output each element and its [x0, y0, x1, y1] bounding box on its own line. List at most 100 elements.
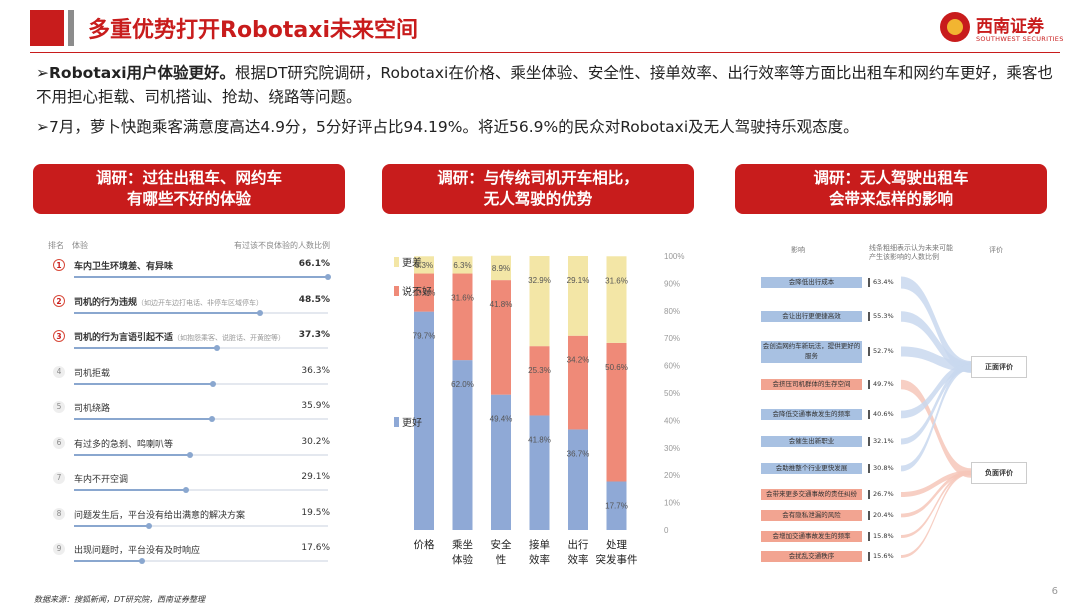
bar-segment	[414, 273, 434, 312]
experience-label-text: 出现问题时，平台没有及时响应	[74, 546, 201, 556]
bar-segment	[452, 360, 473, 530]
bar-segment	[568, 429, 588, 530]
bar-value-label: 6.3%	[453, 261, 471, 270]
impact-label: 会降低交通事故发生的频率	[761, 409, 862, 420]
sankey-flow	[901, 471, 971, 538]
brand-logo: 西南证券 SOUTHWEST SECURITIES	[940, 10, 1063, 48]
panel-header-bad-experience: 调研：过往出租车、网约车 有哪些不好的体验	[33, 164, 345, 214]
impact-label: 会带来更多交通事故的责任纠纷	[761, 489, 862, 500]
bar-segment	[529, 256, 550, 347]
experience-label-text: 司机绕路	[74, 404, 111, 414]
bullet-arrow-icon: ➢	[36, 118, 49, 136]
experience-bar-track	[74, 345, 328, 351]
x-tick-label: 体验	[452, 553, 473, 566]
sankey-header-pct-line: 线条粗细表示认为未来可能	[869, 244, 953, 252]
experience-pct: 66.1%	[298, 259, 330, 269]
experience-label-text: 问题发生后，平台没有给出满意的解决方案	[74, 510, 246, 521]
bar-value-label: 79.7%	[413, 332, 436, 341]
y-tick-label: 70%	[664, 334, 680, 343]
experience-label: 有过多的急刹、鸣喇叭等	[74, 437, 173, 450]
experience-label-text: 车内卫生环境差、有异味	[74, 262, 174, 272]
rank-badge: 5	[53, 401, 65, 413]
rank-badge: 3	[53, 330, 65, 342]
experience-bar-track	[74, 522, 328, 529]
experience-bar-fill	[74, 489, 186, 491]
experience-label-text: 司机拒载	[74, 368, 111, 379]
rank-badge: 6	[53, 436, 65, 449]
legend-swatch	[394, 417, 399, 427]
experience-bar-fill	[74, 524, 149, 527]
x-tick-label: 安全	[491, 538, 512, 551]
impact-marker	[868, 410, 870, 419]
page-number: 6	[1051, 586, 1058, 597]
experience-label: 司机拒载	[74, 366, 110, 379]
list-item: 3 司机的行为言语引起不适（如抱怨乘客、说脏话、开黄腔等） 37.3%	[40, 329, 336, 361]
y-tick-label: 100%	[664, 252, 684, 261]
y-tick-label: 80%	[664, 307, 680, 316]
list-item: 4 司机拒载 36.3%	[40, 365, 336, 397]
y-tick-label: 50%	[664, 389, 680, 398]
bullet-arrow-icon: ➢	[36, 64, 49, 82]
impact-label: 会有隐私泄漏的风险	[761, 510, 862, 521]
experience-pct: 35.9%	[301, 401, 330, 411]
experience-pct: 30.2%	[301, 436, 330, 447]
legend-swatch	[394, 257, 399, 267]
sankey-flow	[901, 363, 971, 419]
experience-label-text: 司机的行为言语引起不适	[74, 333, 174, 343]
impact-label: 会助推整个行业更快发展	[761, 463, 862, 474]
experience-bar-fill	[74, 311, 260, 314]
bar-value-label: 41.8%	[490, 300, 513, 309]
impact-label: 会扰乱交通秩序	[761, 551, 862, 562]
bar-value-label: 49.4%	[490, 415, 513, 424]
rank-badge: 1	[53, 259, 65, 271]
sankey-flow	[901, 276, 971, 373]
eval-positive-box: 正面评价	[971, 356, 1027, 378]
experience-bar-fill	[74, 347, 217, 349]
logo-emblem-icon	[940, 12, 970, 42]
experience-label: 车内卫生环境差、有异味	[74, 259, 173, 272]
title-accent-bar	[30, 10, 64, 46]
impact-marker	[868, 464, 870, 473]
logo-text-cn: 西南证券	[976, 17, 1044, 37]
bar-value-label: 32.9%	[528, 276, 551, 285]
sankey-header-pct: 线条粗细表示认为未来可能 产生该影响的人数比例	[869, 244, 953, 262]
experience-bar-fill	[74, 560, 142, 562]
bar-segment	[452, 256, 473, 274]
panel-header-line: 无人驾驶的优势	[483, 190, 593, 208]
bar-segment	[529, 415, 550, 530]
impact-pct: 30.8%	[873, 464, 894, 472]
experience-bar-track	[74, 309, 328, 316]
advantage-stacked-chart: 79.7% 13.9% 6.3% 价格 62.0% 31.6% 6.3% 乘坐 体验 49.4% 4…	[388, 236, 688, 574]
rank-badge: 8	[53, 507, 65, 520]
x-tick-label: 价格	[414, 538, 435, 551]
legend-label: 更差	[402, 256, 422, 269]
bar-segment	[606, 256, 627, 343]
panel-header-line: 有哪些不好的体验	[126, 190, 251, 208]
impact-marker	[868, 380, 870, 389]
impact-marker	[868, 532, 870, 541]
sankey-header-impact: 影响	[791, 246, 805, 254]
impact-label: 会创造网约车新玩法，提供更好的服务	[761, 341, 862, 363]
rank-badge: 4	[53, 365, 65, 378]
panel-header-advantages: 调研：与传统司机开车相比， 无人驾驶的优势	[382, 164, 694, 214]
bar-value-label: 41.8%	[528, 435, 551, 444]
eval-negative-box: 负面评价	[971, 462, 1027, 484]
bar-segment	[414, 311, 434, 530]
sankey-header-eval: 评价	[989, 246, 1003, 254]
bar-value-label: 6.3%	[415, 261, 433, 270]
y-tick-label: 30%	[664, 444, 680, 453]
logo-text-en: SOUTHWEST SECURITIES	[976, 35, 1064, 43]
y-tick-label: 20%	[664, 471, 680, 480]
impact-marker	[868, 511, 870, 520]
panel-header-line: 会带来怎样的影响	[828, 190, 953, 208]
experience-label: 车内不开空调	[74, 472, 128, 485]
impact-pct: 15.6%	[873, 552, 894, 560]
experience-bar-dot	[146, 522, 152, 529]
experience-pct: 19.5%	[301, 507, 330, 518]
impact-marker	[868, 312, 870, 321]
y-tick-label: 90%	[664, 279, 680, 288]
bar-segment	[491, 280, 511, 395]
bar-segment	[491, 255, 511, 281]
impact-marker	[868, 552, 870, 561]
impact-pct: 52.7%	[873, 347, 894, 355]
